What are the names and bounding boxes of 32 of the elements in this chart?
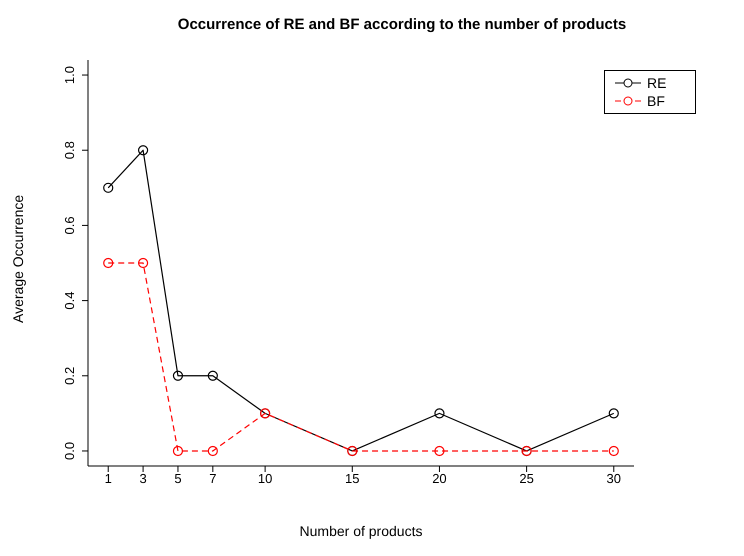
y-tick-label: 0.2 <box>62 366 77 385</box>
y-tick-label: 0.6 <box>62 216 77 234</box>
point <box>103 182 114 193</box>
point <box>608 446 619 456</box>
x-tick-label: 25 <box>519 471 534 486</box>
point <box>172 446 184 456</box>
y-axis-title: Average Occurrence <box>10 194 26 323</box>
point <box>208 370 218 381</box>
point <box>103 258 114 268</box>
y-tick-label: 1.0 <box>62 66 77 84</box>
point <box>434 408 445 418</box>
x-axis-title: Number of products <box>300 523 422 539</box>
point <box>208 446 218 456</box>
point <box>138 258 148 268</box>
point <box>608 408 619 418</box>
y-tick-label: 0.8 <box>62 141 77 160</box>
y-tick-label: 0.4 <box>62 292 77 310</box>
x-tick-label: 15 <box>345 471 360 486</box>
x-tick-label: 1 <box>104 471 112 486</box>
x-tick-label: 7 <box>209 471 216 486</box>
point <box>434 446 445 456</box>
x-tick-label: 3 <box>139 471 147 486</box>
point <box>138 145 148 156</box>
y-tick-label: 0.0 <box>62 442 77 460</box>
x-tick-label: 30 <box>606 471 622 486</box>
legend-label: BF <box>647 92 665 110</box>
x-tick-label: 5 <box>174 471 182 486</box>
x-tick-label: 20 <box>432 471 447 486</box>
x-tick-label: 10 <box>258 471 272 486</box>
chart-title: Occurrence of RE and BF according to the number of products <box>176 15 628 35</box>
point <box>172 370 184 381</box>
legend-label: RE <box>647 74 666 92</box>
